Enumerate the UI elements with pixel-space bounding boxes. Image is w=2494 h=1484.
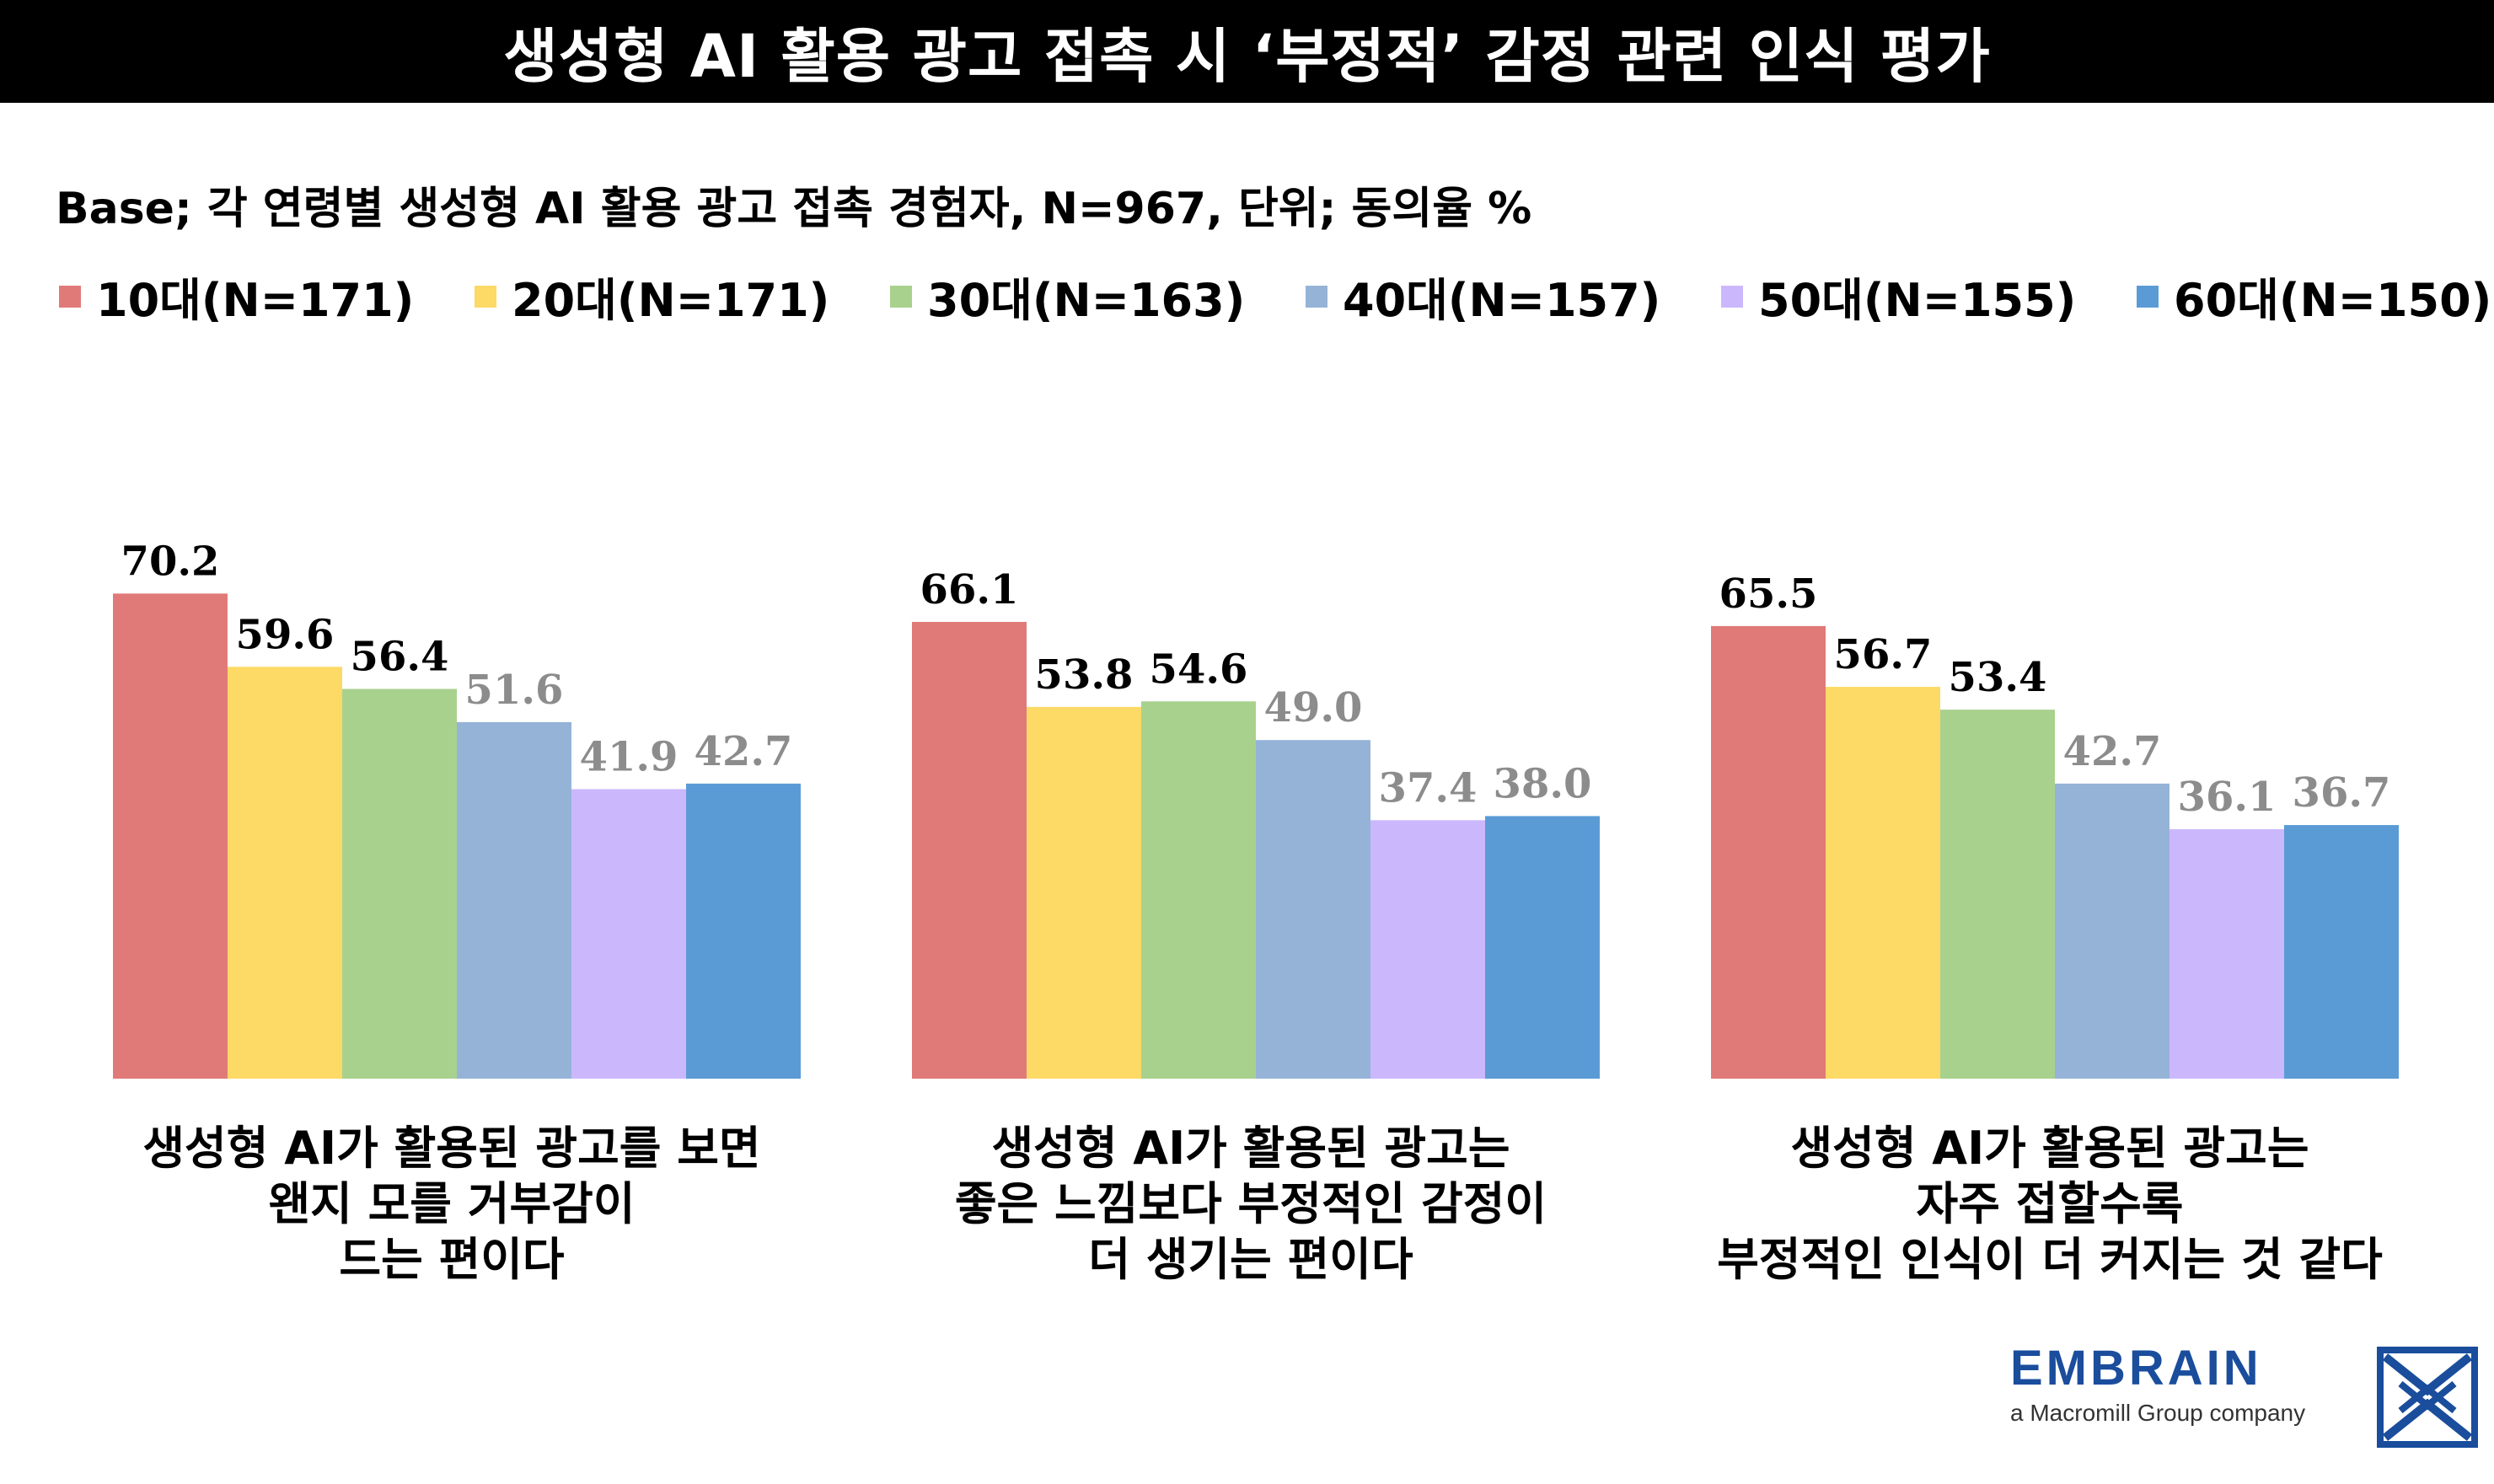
- bar-10s-q3: [1711, 625, 1826, 1079]
- category-label-1: 생성형 AI가 활용된 광고를 보면 왠지 모를 거부감이 드는 편이다: [72, 1121, 831, 1288]
- category-label-line: 생성형 AI가 활용된 광고는: [1790, 1122, 2309, 1175]
- bar-40s-q3: [2055, 783, 2170, 1079]
- legend-label: 60대(N=150): [2174, 274, 2492, 327]
- data-label-60s-q3: 36.7: [2293, 769, 2391, 817]
- category-label-3: 생성형 AI가 활용된 광고는 자주 접할수록 부정적인 인식이 더 커지는 것…: [1671, 1121, 2429, 1288]
- category-label-line: 더 생기는 편이다: [1088, 1233, 1413, 1286]
- category-label-line: 부정적인 인식이 더 커지는 것 같다: [1717, 1233, 2383, 1286]
- data-label-30s-q3: 53.4: [1949, 654, 2047, 701]
- category-label-line: 자주 접할수록: [1916, 1177, 2184, 1230]
- data-label-50s-q2: 37.4: [1379, 764, 1478, 812]
- embrain-logo: EMBRAIN a Macromill Group company: [2010, 1340, 2305, 1427]
- data-label-30s-q2: 54.6: [1150, 646, 1248, 693]
- data-label-40s-q1: 51.6: [465, 667, 564, 714]
- bar-50s-q1: [571, 789, 686, 1079]
- legend-label: 10대(N=171): [96, 274, 415, 327]
- page-title: 생성형 AI 활용 광고 접촉 시 ‘부정적’ 감정 관련 인식 평가: [0, 0, 2494, 103]
- legend-item-50s: 50대(N=155): [1721, 263, 2076, 329]
- bar-60s-q2: [1485, 816, 1600, 1079]
- data-label-20s-q3: 56.7: [1834, 631, 1933, 678]
- logo-tagline: a Macromill Group company: [2010, 1400, 2306, 1426]
- data-label-50s-q1: 41.9: [580, 733, 678, 780]
- legend-swatch: [890, 285, 912, 308]
- data-label-50s-q3: 36.1: [2178, 774, 2277, 821]
- bar-20s-q2: [1027, 706, 1141, 1079]
- base-note: Base; 각 연령별 생성형 AI 활용 광고 접촉 경험자, N=967, …: [56, 184, 1532, 234]
- bar-30s-q3: [1940, 710, 2055, 1079]
- legend-swatch: [1721, 285, 1743, 308]
- bar-60s-q1: [686, 783, 801, 1079]
- legend-item-10s: 10대(N=171): [59, 263, 414, 329]
- bar-50s-q3: [2170, 828, 2284, 1079]
- bar-10s-q2: [912, 621, 1027, 1079]
- logo-wordmark: EMBRAIN: [2010, 1341, 2262, 1396]
- legend-item-20s: 20대(N=171): [475, 263, 829, 329]
- category-label-line: 왠지 모를 거부감이: [268, 1177, 636, 1230]
- legend-item-30s: 30대(N=163): [890, 263, 1245, 329]
- data-label-60s-q1: 42.7: [695, 728, 793, 775]
- category-label-2: 생성형 AI가 활용된 광고는 좋은 느낌보다 부정적인 감정이 더 생기는 편…: [872, 1121, 1630, 1288]
- legend-item-40s: 40대(N=157): [1306, 263, 1660, 329]
- bar-60s-q3: [2284, 825, 2399, 1079]
- bar-10s-q1: [113, 593, 228, 1079]
- category-label-line: 생성형 AI가 활용된 광고를 보면: [142, 1122, 761, 1175]
- legend-swatch: [475, 285, 496, 308]
- bar-30s-q2: [1141, 701, 1256, 1079]
- legend-label: 20대(N=171): [512, 274, 830, 327]
- bar-50s-q2: [1370, 820, 1485, 1079]
- bar-40s-q1: [457, 721, 571, 1079]
- bar-40s-q2: [1256, 740, 1370, 1079]
- data-label-10s-q1: 70.2: [121, 538, 220, 585]
- data-label-40s-q3: 42.7: [2063, 728, 2162, 775]
- legend-label: 50대(N=155): [1758, 274, 2077, 327]
- bar-20s-q1: [228, 667, 342, 1079]
- bar-20s-q3: [1826, 687, 1940, 1079]
- bar-30s-q1: [342, 688, 457, 1079]
- category-label-line: 생성형 AI가 활용된 광고는: [991, 1122, 1510, 1175]
- chart-legend: 10대(N=171) 20대(N=171) 30대(N=163) 40대(N=1…: [0, 263, 2494, 329]
- category-label-line: 좋은 느낌보다 부정적인 감정이: [954, 1177, 1547, 1230]
- bar-chart: 70.2 66.1 65.5 59.6 53.8 56.7 56.4 54.6 53.4 51.6…: [113, 538, 2399, 1079]
- data-label-60s-q2: 38.0: [1494, 760, 1592, 807]
- data-label-40s-q2: 49.0: [1264, 684, 1363, 731]
- legend-label: 30대(N=163): [927, 274, 1246, 327]
- legend-swatch: [2137, 285, 2159, 308]
- embrain-logo-icon: [2377, 1347, 2478, 1448]
- category-label-line: 드는 편이다: [339, 1233, 565, 1286]
- legend-swatch: [1306, 285, 1327, 308]
- data-label-10s-q3: 65.5: [1719, 571, 1818, 618]
- legend-label: 40대(N=157): [1343, 274, 1661, 327]
- data-label-30s-q1: 56.4: [351, 634, 449, 681]
- data-label-20s-q1: 59.6: [236, 611, 335, 658]
- legend-swatch: [59, 285, 81, 308]
- data-label-20s-q2: 53.8: [1035, 651, 1134, 699]
- data-label-10s-q2: 66.1: [920, 566, 1019, 613]
- legend-item-60s: 60대(N=150): [2137, 263, 2491, 329]
